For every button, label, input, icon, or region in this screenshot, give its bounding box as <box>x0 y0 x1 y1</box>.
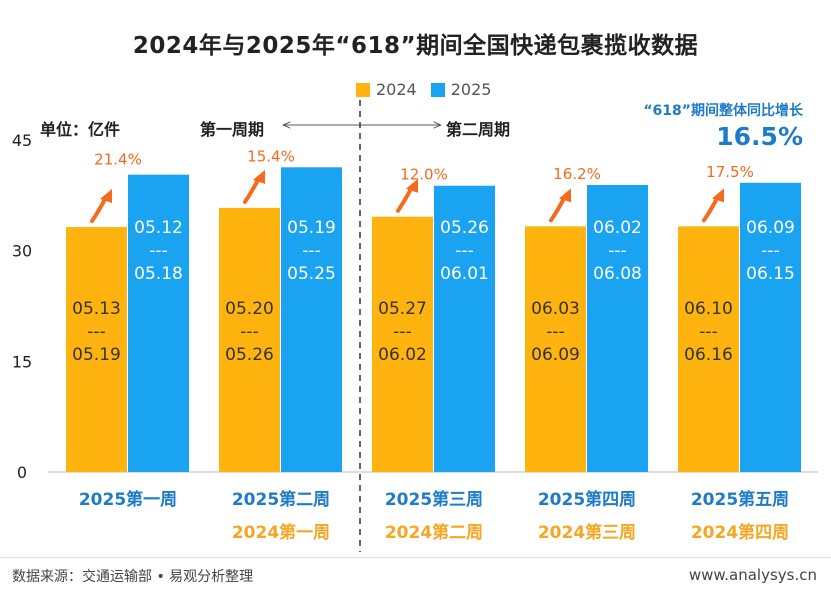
bar-2025 <box>587 185 648 472</box>
bar-2025-date-label: --- <box>761 241 779 261</box>
x-category-2025: 2025第四周 <box>538 489 636 510</box>
bar-2024-date-label: --- <box>240 322 258 342</box>
growth-rate-label: 16.2% <box>553 165 601 183</box>
x-category-2024: 2024第四周 <box>691 522 789 543</box>
growth-arrow <box>243 175 261 204</box>
x-category-2024: 2024第二周 <box>385 522 483 543</box>
bar-2024 <box>372 216 433 472</box>
bar-2024 <box>66 227 127 472</box>
period-label-first: 第一周期 <box>200 120 265 139</box>
x-category-2025: 2025第一周 <box>79 489 177 510</box>
bar-2025-date-label: --- <box>608 241 626 261</box>
legend-item-2025: 2025 <box>430 80 492 99</box>
bar-2024-date-label: 05.27 <box>378 299 427 319</box>
x-category-2025: 2025第二周 <box>232 489 330 510</box>
legend-label-2025: 2025 <box>450 80 492 99</box>
bar-2024-date-label: 05.13 <box>72 299 121 319</box>
bar-2024-date-label: 06.10 <box>684 299 733 319</box>
growth-arrow-head <box>712 188 724 203</box>
growth-arrow <box>396 184 414 213</box>
bar-2025 <box>434 185 495 472</box>
bar-2025 <box>281 167 342 472</box>
bar-2025-date-label: 06.02 <box>593 218 642 238</box>
y-tick-label: 0 <box>17 463 27 482</box>
chart-title: 2024年与2025年“618”期间全国快递包裹揽收数据 <box>132 33 699 59</box>
bar-2024-date-label: 06.16 <box>684 345 733 365</box>
legend-label-2024: 2024 <box>376 80 417 99</box>
bar-2024 <box>525 226 586 472</box>
x-category-2024: 2024第一周 <box>232 522 330 543</box>
growth-rate-label: 12.0% <box>400 166 448 184</box>
bar-2025-date-label: --- <box>455 241 473 261</box>
growth-arrow-head <box>253 169 265 184</box>
bar-2024-date-label: 05.20 <box>225 299 274 319</box>
bar-2024-date-label: 05.26 <box>225 345 274 365</box>
bar-2025-date-label: 06.09 <box>746 218 795 238</box>
growth-arrow-head <box>559 188 571 203</box>
period-label-second: 第二周期 <box>446 120 511 139</box>
bar-2025-date-label: 06.15 <box>746 264 795 284</box>
legend-swatch-2025 <box>430 82 445 97</box>
y-tick-label: 15 <box>12 352 32 371</box>
bar-2025-date-label: 05.25 <box>287 264 336 284</box>
bar-2025-date-label: 05.18 <box>134 264 183 284</box>
bar-2024-date-label: --- <box>87 322 105 342</box>
bar-2024 <box>678 226 739 472</box>
bar-2025-date-label: --- <box>149 241 167 261</box>
x-category-2025: 2025第三周 <box>385 489 483 510</box>
bar-2025 <box>740 182 801 472</box>
bar-2025-date-label: 05.12 <box>134 218 183 238</box>
overall-growth-value: 16.5% <box>716 122 803 151</box>
growth-arrow-head <box>406 178 418 193</box>
x-category-2025: 2025第五周 <box>691 489 789 510</box>
growth-rate-label: 15.4% <box>247 147 295 165</box>
bar-2025 <box>128 174 189 473</box>
bar-2025-date-label: 06.01 <box>440 264 489 284</box>
growth-arrow <box>549 194 567 223</box>
growth-arrow <box>90 195 108 224</box>
y-tick-label: 45 <box>12 131 32 150</box>
site-url: www.analysys.cn <box>688 566 817 584</box>
growth-arrow <box>702 194 720 223</box>
legend-swatch-2024 <box>356 82 370 97</box>
legend-item-2024: 2024 <box>356 80 417 99</box>
bar-2025-date-label: 05.19 <box>287 218 336 238</box>
footer-divider <box>0 557 831 558</box>
overall-growth-label: “618”期间整体同比增长 <box>643 103 803 119</box>
bar-2025-date-label: 05.26 <box>440 218 489 238</box>
source-note: 数据来源：交通运输部 • 易观分析整理 <box>12 569 254 585</box>
bar-2025-date-label: 06.08 <box>593 264 642 284</box>
legend: 2024 2025 <box>356 80 505 99</box>
unit-label: 单位：亿件 <box>40 120 121 139</box>
growth-rate-label: 21.4% <box>94 151 142 169</box>
bar-2024-date-label: 06.03 <box>531 299 580 319</box>
bar-2025-date-label: --- <box>302 241 320 261</box>
bar-2024-date-label: --- <box>699 322 717 342</box>
growth-arrow-head <box>100 189 112 204</box>
bar-2024-date-label: 06.02 <box>378 345 427 365</box>
overall-growth: “618”期间整体同比增长 16.5% <box>643 100 803 151</box>
x-category-2024: 2024第三周 <box>538 522 636 543</box>
bar-2024-date-label: --- <box>393 322 411 342</box>
growth-rate-label: 17.5% <box>706 163 754 181</box>
y-tick-label: 30 <box>12 242 32 261</box>
bar-2024 <box>219 207 280 472</box>
bar-2024-date-label: 06.09 <box>531 345 580 365</box>
bar-2024-date-label: 05.19 <box>72 345 121 365</box>
bar-2024-date-label: --- <box>546 322 564 342</box>
